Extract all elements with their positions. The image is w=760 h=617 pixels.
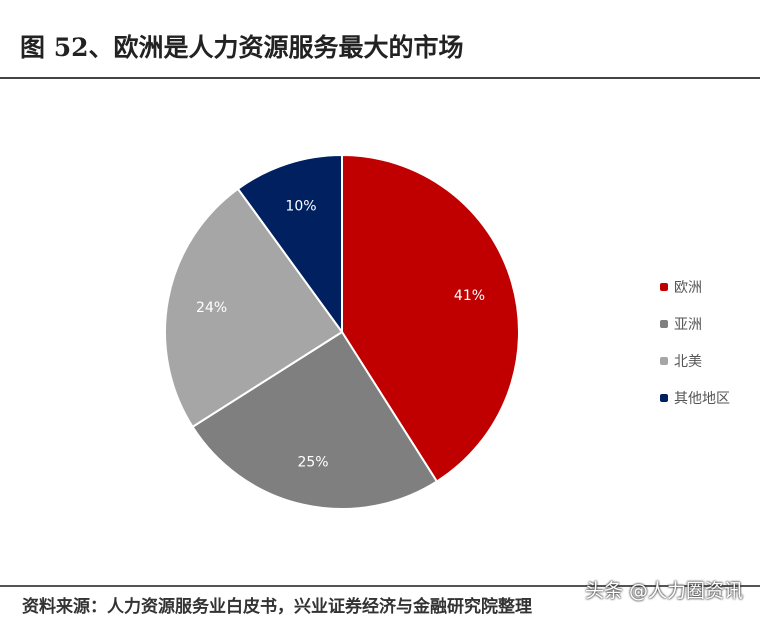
pie-slice-2 bbox=[164, 187, 344, 429]
data-label: 25% bbox=[297, 455, 328, 471]
source-note: 资料来源：人力资源服务业白皮书，兴业证券经济与金融研究院整理 bbox=[22, 597, 532, 617]
legend-item: 北美 bbox=[660, 342, 730, 379]
legend-label: 亚洲 bbox=[674, 316, 702, 333]
legend-swatch bbox=[660, 356, 668, 365]
pie-slice-1 bbox=[191, 330, 439, 510]
legend: 欧洲亚洲北美其他地区 bbox=[660, 268, 730, 416]
legend-label: 其他地区 bbox=[674, 390, 730, 407]
legend-item: 其他地区 bbox=[660, 379, 730, 416]
top-divider bbox=[0, 77, 760, 79]
watermark: 头条 @人力圈资讯 bbox=[585, 580, 744, 602]
data-label: 24% bbox=[196, 300, 227, 316]
data-label: 41% bbox=[454, 288, 485, 304]
bottom-divider bbox=[0, 585, 760, 587]
data-label: 10% bbox=[285, 199, 316, 215]
figure-title: 图 52、欧洲是人力资源服务最大的市场 bbox=[20, 33, 464, 62]
pie-slice-0 bbox=[341, 153, 520, 483]
legend-swatch bbox=[660, 393, 668, 402]
legend-swatch bbox=[660, 282, 668, 291]
legend-label: 欧洲 bbox=[674, 279, 702, 296]
legend-label: 北美 bbox=[674, 353, 702, 370]
pie-slice-3 bbox=[236, 153, 343, 336]
legend-item: 欧洲 bbox=[660, 268, 730, 305]
legend-item: 亚洲 bbox=[660, 305, 730, 342]
legend-swatch bbox=[660, 319, 668, 328]
